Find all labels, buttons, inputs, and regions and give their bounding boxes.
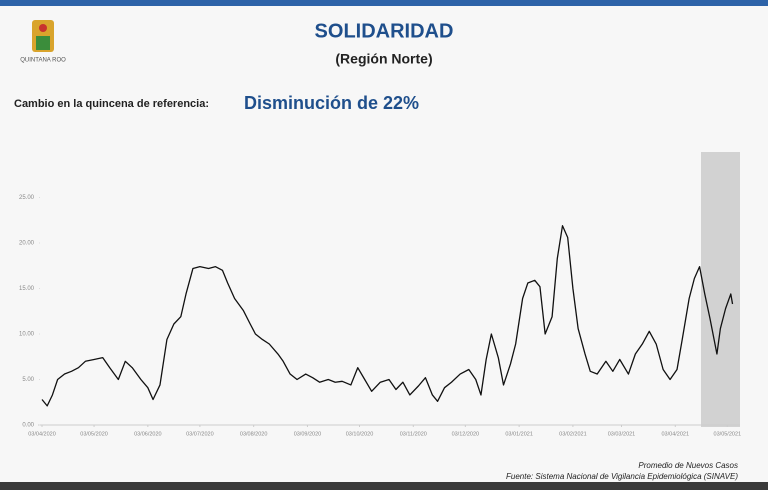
x-tick-label: 03/03/2021	[608, 431, 636, 437]
y-tick-label: 20.00	[19, 241, 35, 247]
logo-text: QUINTANA ROO	[20, 58, 66, 64]
y-tick-label: 10.00	[19, 332, 35, 338]
y-tick-label: 15.00	[19, 286, 35, 292]
source: Fuente: Sistema Nacional de Vigilancia E…	[506, 472, 738, 481]
x-tick-label: 03/01/2021	[505, 431, 533, 437]
x-tick-label: 03/10/2020	[346, 431, 374, 437]
x-tick-label: 03/07/2020	[186, 431, 214, 437]
logo-sun	[39, 24, 47, 32]
x-tick-label: 03/12/2020	[452, 431, 480, 437]
y-tick-label: 5.00	[22, 377, 34, 383]
top-bar	[0, 0, 768, 6]
y-tick-label: 25.00	[19, 195, 35, 201]
data-line	[41, 225, 734, 407]
highlight-band	[701, 152, 740, 427]
x-tick-label: 03/02/2021	[559, 431, 587, 437]
annotation-value: Disminución de 22%	[244, 93, 419, 113]
x-tick-label: 03/05/2021	[714, 431, 742, 437]
x-tick-label: 03/08/2020	[240, 431, 268, 437]
y-tick-label: 0.00	[22, 423, 34, 429]
chart-subtitle: (Región Norte)	[335, 51, 432, 67]
x-tick-label: 03/04/2020	[28, 431, 56, 437]
bottom-bar	[0, 482, 768, 490]
plot: 0.00 5.00 10.00 15.00 20.00 25.00 03/04/2020 03…	[19, 195, 741, 437]
annotation-label: Cambio en la quincena de referencia:	[14, 98, 209, 110]
logo: QUINTANA ROO	[20, 20, 66, 64]
footnote: Promedio de Nuevos Casos	[638, 461, 738, 470]
x-tick-label: 03/09/2020	[294, 431, 322, 437]
x-tick-label: 03/05/2020	[80, 431, 108, 437]
chart-title: SOLIDARIDAD	[315, 20, 454, 42]
x-tick-label: 03/11/2020	[400, 431, 427, 437]
x-tick-label: 03/04/2021	[662, 431, 690, 437]
logo-shield-inner	[36, 36, 50, 50]
x-tick-label: 03/06/2020	[134, 431, 162, 437]
